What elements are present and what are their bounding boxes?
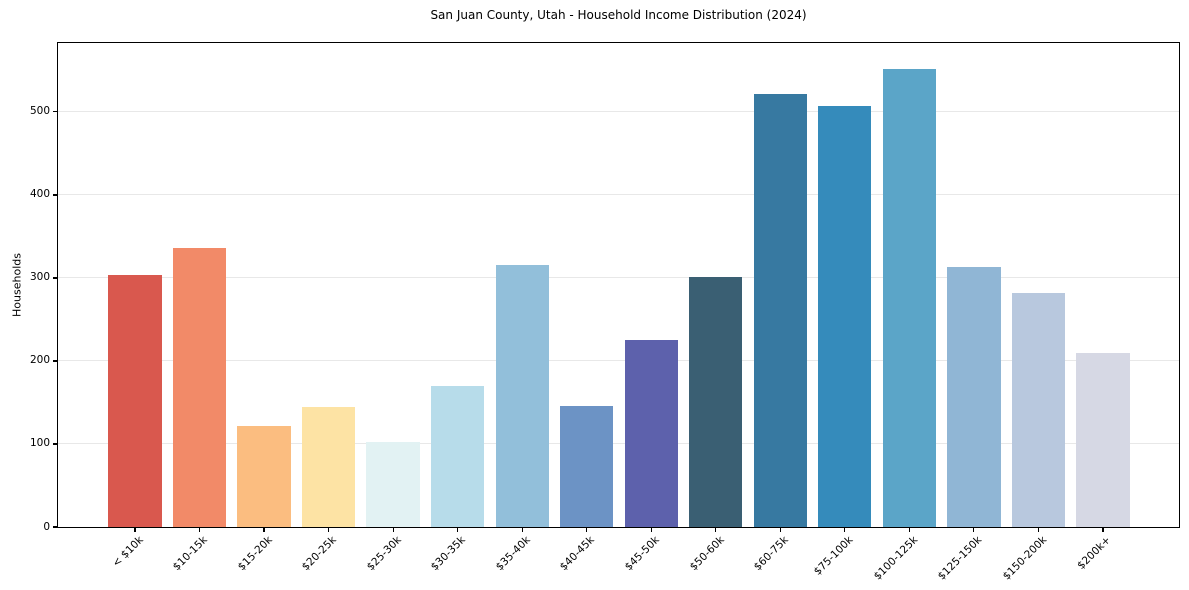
bar bbox=[882, 68, 936, 527]
x-axis-tick bbox=[844, 527, 846, 532]
x-axis-tick bbox=[715, 527, 717, 532]
x-axis-tick bbox=[586, 527, 588, 532]
bar bbox=[1076, 352, 1130, 527]
grid-line bbox=[58, 360, 1179, 362]
grid-line bbox=[58, 443, 1179, 445]
x-axis-tick bbox=[650, 527, 652, 532]
y-axis-tick bbox=[53, 277, 57, 279]
y-tick-label: 100 bbox=[29, 437, 50, 450]
bar bbox=[560, 405, 614, 527]
x-tick-label: $125-150k bbox=[935, 534, 985, 583]
chart-title: San Juan County, Utah - Household Income… bbox=[430, 8, 807, 22]
y-tick-label: 300 bbox=[29, 271, 50, 284]
x-tick-label: $25-30k bbox=[364, 534, 404, 574]
x-tick-label: $20-25k bbox=[299, 534, 340, 574]
x-tick-label: $75-100k bbox=[811, 534, 856, 578]
y-axis-label: Households bbox=[10, 253, 24, 317]
x-axis-tick bbox=[457, 527, 459, 532]
x-axis-tick bbox=[908, 527, 910, 532]
plot-area: 0 100 200 300 400 500 < $10k $10-15k $15-20k $20-… bbox=[30, 42, 1180, 583]
bar bbox=[495, 264, 549, 527]
x-tick-label: $10-15k bbox=[170, 534, 211, 574]
x-axis-tick bbox=[198, 527, 201, 532]
x-tick-label: $50-60k bbox=[687, 534, 727, 574]
x-tick-label: $150-200k bbox=[1000, 534, 1049, 583]
x-tick-label: $45-50k bbox=[622, 534, 662, 574]
x-axis-tick bbox=[973, 527, 975, 532]
bar bbox=[818, 106, 872, 527]
x-axis-tick bbox=[521, 527, 523, 532]
x-tick-label: $35-40k bbox=[493, 534, 533, 574]
grid-line bbox=[58, 194, 1179, 196]
y-tick-label: 200 bbox=[29, 354, 50, 367]
bar bbox=[1011, 292, 1066, 527]
x-tick-label: $30-35k bbox=[429, 534, 469, 574]
bar bbox=[689, 277, 743, 527]
grid-line bbox=[58, 277, 1179, 279]
y-axis-tick bbox=[53, 443, 57, 445]
x-axis-tick bbox=[1102, 527, 1104, 532]
bar bbox=[366, 441, 420, 527]
x-axis-tick bbox=[1037, 527, 1039, 532]
bar bbox=[947, 267, 1001, 527]
y-tick-label: 500 bbox=[29, 105, 50, 118]
x-axis-tick bbox=[327, 527, 330, 532]
x-axis-tick bbox=[779, 527, 781, 532]
bar bbox=[301, 406, 356, 527]
y-axis-tick bbox=[53, 194, 57, 196]
bar bbox=[431, 385, 485, 527]
bar bbox=[624, 340, 678, 527]
x-tick-label: $100-125k bbox=[871, 534, 920, 583]
x-axis-tick bbox=[392, 527, 394, 532]
x-tick-label: $15-20k bbox=[235, 534, 275, 574]
x-tick-label: < $10k bbox=[109, 534, 146, 570]
y-axis-tick bbox=[53, 360, 57, 362]
y-tick-label: 0 bbox=[43, 520, 50, 533]
bar bbox=[172, 248, 227, 527]
x-tick-label: $60-75k bbox=[751, 534, 791, 574]
x-tick-label: $200k+ bbox=[1075, 534, 1114, 572]
x-axis-tick bbox=[263, 527, 265, 532]
bar bbox=[753, 94, 807, 527]
x-axis-tick bbox=[134, 527, 136, 532]
y-tick-label: 400 bbox=[29, 188, 50, 201]
bar bbox=[108, 275, 162, 527]
grid-line bbox=[58, 111, 1179, 113]
bar bbox=[237, 425, 291, 527]
y-axis-tick bbox=[53, 111, 57, 113]
x-tick-label: $40-45k bbox=[558, 534, 598, 574]
y-axis-tick bbox=[53, 526, 57, 528]
